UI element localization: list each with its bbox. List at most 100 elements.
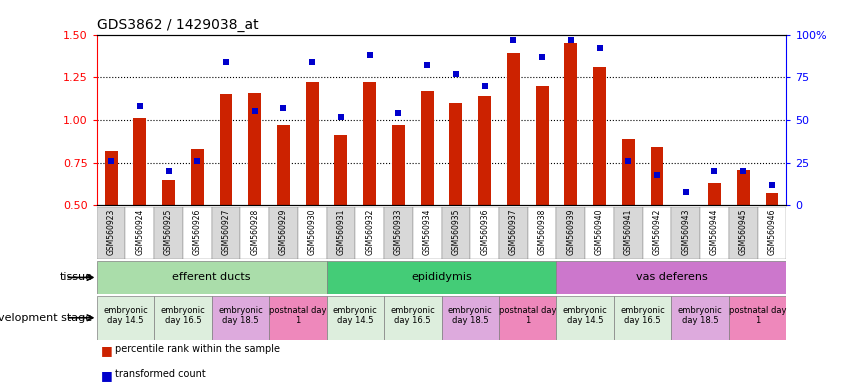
Bar: [614, 207, 643, 259]
Text: ■: ■: [101, 344, 113, 357]
Bar: [134, 118, 146, 205]
Bar: [363, 83, 376, 205]
Text: GSM560928: GSM560928: [251, 209, 259, 255]
Bar: [671, 207, 700, 259]
Text: GSM560933: GSM560933: [394, 209, 403, 255]
Text: embryonic
day 14.5: embryonic day 14.5: [103, 306, 148, 325]
Bar: [499, 207, 528, 259]
Bar: [479, 96, 491, 205]
Bar: [614, 296, 671, 340]
Text: GSM560929: GSM560929: [279, 209, 288, 255]
Bar: [97, 296, 154, 340]
Text: GSM560946: GSM560946: [768, 209, 776, 255]
Bar: [557, 296, 614, 340]
Bar: [442, 207, 470, 259]
Bar: [420, 91, 434, 205]
Bar: [384, 296, 442, 340]
Text: embryonic
day 18.5: embryonic day 18.5: [218, 306, 262, 325]
Bar: [671, 296, 729, 340]
Bar: [564, 43, 577, 205]
Bar: [557, 261, 786, 294]
Bar: [97, 261, 326, 294]
Bar: [499, 296, 557, 340]
Text: GSM560923: GSM560923: [107, 209, 115, 255]
Bar: [326, 207, 356, 259]
Text: GSM560930: GSM560930: [308, 209, 317, 255]
Bar: [241, 207, 269, 259]
Bar: [557, 207, 585, 259]
Bar: [269, 207, 298, 259]
Bar: [326, 261, 557, 294]
Bar: [708, 183, 721, 205]
Text: GSM560945: GSM560945: [738, 209, 748, 255]
Text: GSM560926: GSM560926: [193, 209, 202, 255]
Bar: [700, 207, 729, 259]
Bar: [536, 86, 548, 205]
Bar: [298, 207, 326, 259]
Bar: [765, 194, 779, 205]
Bar: [269, 296, 326, 340]
Text: GSM560938: GSM560938: [537, 209, 547, 255]
Bar: [212, 207, 241, 259]
Bar: [277, 125, 290, 205]
Bar: [162, 180, 175, 205]
Text: embryonic
day 16.5: embryonic day 16.5: [621, 306, 665, 325]
Text: embryonic
day 18.5: embryonic day 18.5: [448, 306, 493, 325]
Bar: [335, 136, 347, 205]
Bar: [621, 139, 635, 205]
Bar: [651, 147, 664, 205]
Bar: [729, 296, 786, 340]
Bar: [220, 94, 232, 205]
Text: postnatal day
1: postnatal day 1: [269, 306, 326, 325]
Bar: [507, 53, 520, 205]
Bar: [248, 93, 262, 205]
Bar: [97, 207, 125, 259]
Text: embryonic
day 16.5: embryonic day 16.5: [161, 306, 205, 325]
Bar: [392, 125, 405, 205]
Text: GSM560943: GSM560943: [681, 209, 690, 255]
Text: GSM560937: GSM560937: [509, 209, 518, 255]
Text: development stage: development stage: [0, 313, 93, 323]
Text: transformed count: transformed count: [115, 369, 206, 379]
Text: embryonic
day 14.5: embryonic day 14.5: [563, 306, 607, 325]
Text: GDS3862 / 1429038_at: GDS3862 / 1429038_at: [97, 18, 258, 32]
Bar: [212, 296, 269, 340]
Text: postnatal day
1: postnatal day 1: [729, 306, 786, 325]
Bar: [355, 207, 384, 259]
Text: GSM560944: GSM560944: [710, 209, 719, 255]
Text: tissue: tissue: [60, 272, 93, 283]
Text: embryonic
day 14.5: embryonic day 14.5: [333, 306, 378, 325]
Text: embryonic
day 16.5: embryonic day 16.5: [390, 306, 435, 325]
Text: GSM560936: GSM560936: [480, 209, 489, 255]
Text: embryonic
day 18.5: embryonic day 18.5: [678, 306, 722, 325]
Text: GSM560934: GSM560934: [423, 209, 431, 255]
Text: GSM560941: GSM560941: [624, 209, 632, 255]
Text: GSM560927: GSM560927: [221, 209, 230, 255]
Text: postnatal day
1: postnatal day 1: [499, 306, 557, 325]
Bar: [758, 207, 786, 259]
Bar: [729, 207, 758, 259]
Text: epididymis: epididymis: [411, 272, 472, 283]
Text: vas deferens: vas deferens: [636, 272, 707, 283]
Bar: [593, 67, 606, 205]
Text: GSM560924: GSM560924: [135, 209, 145, 255]
Bar: [154, 296, 212, 340]
Bar: [306, 83, 319, 205]
Text: GSM560925: GSM560925: [164, 209, 173, 255]
Bar: [104, 151, 118, 205]
Text: GSM560940: GSM560940: [595, 209, 604, 255]
Bar: [585, 207, 614, 259]
Text: percentile rank within the sample: percentile rank within the sample: [115, 344, 280, 354]
Bar: [413, 207, 442, 259]
Bar: [384, 207, 413, 259]
Bar: [442, 296, 499, 340]
Text: efferent ducts: efferent ducts: [172, 272, 251, 283]
Text: ■: ■: [101, 369, 113, 382]
Bar: [326, 296, 384, 340]
Bar: [183, 207, 212, 259]
Text: GSM560939: GSM560939: [566, 209, 575, 255]
Text: GSM560942: GSM560942: [653, 209, 662, 255]
Bar: [643, 207, 671, 259]
Bar: [125, 207, 154, 259]
Text: GSM560931: GSM560931: [336, 209, 346, 255]
